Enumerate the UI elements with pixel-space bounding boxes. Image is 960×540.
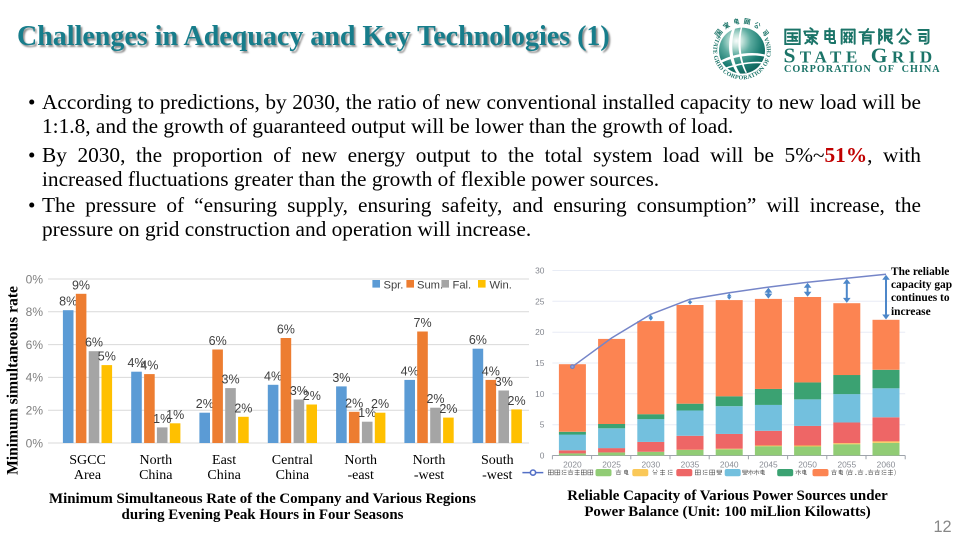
svg-text:North: North (139, 453, 172, 468)
svg-text:-east: -east (347, 468, 374, 483)
svg-text:8%: 8% (26, 305, 44, 319)
svg-text:2045: 2045 (759, 459, 778, 469)
svg-text:2%: 2% (26, 404, 44, 418)
svg-text:2055: 2055 (837, 459, 856, 469)
svg-text:-west: -west (414, 468, 444, 483)
svg-text:10: 10 (535, 389, 545, 399)
svg-text:6%: 6% (469, 333, 487, 347)
svg-text:4%: 4% (264, 369, 282, 383)
svg-text:2%: 2% (371, 397, 389, 411)
svg-text:2%: 2% (508, 394, 526, 408)
svg-text:1%: 1% (153, 412, 171, 426)
svg-text:2%: 2% (234, 401, 252, 415)
svg-text:Fal.: Fal. (453, 279, 472, 291)
svg-text:-west: -west (482, 468, 512, 483)
svg-text:East: East (212, 453, 236, 468)
svg-text:7%: 7% (414, 316, 432, 330)
svg-text:8%: 8% (59, 295, 77, 309)
svg-text:4%: 4% (26, 371, 44, 385)
svg-text:STATE GRID: STATE GRID (784, 44, 937, 68)
svg-text:China: China (207, 468, 241, 483)
svg-text:Area: Area (74, 468, 102, 483)
svg-text:Central: Central (272, 453, 313, 468)
svg-text:Sum.: Sum. (417, 279, 443, 291)
svg-text:Spr.: Spr. (384, 279, 404, 291)
svg-text:North: North (413, 453, 446, 468)
svg-text:China: China (139, 468, 173, 483)
svg-text:4%: 4% (482, 364, 500, 378)
svg-text:3%: 3% (290, 384, 308, 398)
svg-text:2060: 2060 (877, 459, 896, 469)
svg-text:2%: 2% (196, 397, 214, 411)
svg-text:CORPORATION OF CHINA: CORPORATION OF CHINA (784, 64, 941, 75)
svg-text:6%: 6% (209, 334, 227, 348)
svg-text:9%: 9% (72, 278, 90, 292)
svg-text:6%: 6% (85, 336, 103, 350)
svg-text:3%: 3% (332, 371, 350, 385)
svg-text:0%: 0% (26, 436, 44, 450)
svg-text:2020: 2020 (563, 459, 582, 469)
svg-text:2035: 2035 (681, 459, 700, 469)
svg-text:3%: 3% (222, 373, 240, 387)
svg-text:30: 30 (535, 266, 545, 276)
svg-text:2%: 2% (439, 402, 457, 416)
svg-text:0: 0 (540, 451, 545, 461)
svg-text:15: 15 (535, 358, 545, 368)
svg-text:North: North (344, 453, 377, 468)
svg-text:China: China (276, 468, 310, 483)
svg-text:5%: 5% (98, 350, 116, 364)
svg-text:6%: 6% (26, 338, 44, 352)
svg-text:2%: 2% (345, 396, 363, 410)
svg-text:2040: 2040 (720, 459, 739, 469)
svg-text:1%: 1% (166, 408, 184, 422)
svg-text:2%: 2% (303, 389, 321, 403)
svg-text:SGCC: SGCC (69, 453, 106, 468)
svg-text:South: South (481, 453, 514, 468)
svg-text:Minimum simultaneous rate: Minimum simultaneous rate (5, 286, 22, 475)
svg-text:4%: 4% (401, 364, 419, 378)
svg-text:2%: 2% (426, 392, 444, 406)
svg-text:2050: 2050 (798, 459, 817, 469)
svg-text:20: 20 (535, 327, 545, 337)
svg-text:5: 5 (540, 420, 545, 430)
svg-text:6%: 6% (277, 323, 295, 337)
svg-text:0%: 0% (26, 272, 44, 286)
svg-text:4%: 4% (127, 356, 145, 370)
svg-text:25: 25 (535, 296, 545, 306)
svg-text:2025: 2025 (602, 459, 621, 469)
svg-text:Win.: Win. (490, 279, 512, 291)
svg-text:2030: 2030 (641, 459, 660, 469)
svg-text:3%: 3% (495, 375, 513, 389)
svg-text:1%: 1% (358, 406, 376, 420)
svg-text:4%: 4% (140, 359, 158, 373)
